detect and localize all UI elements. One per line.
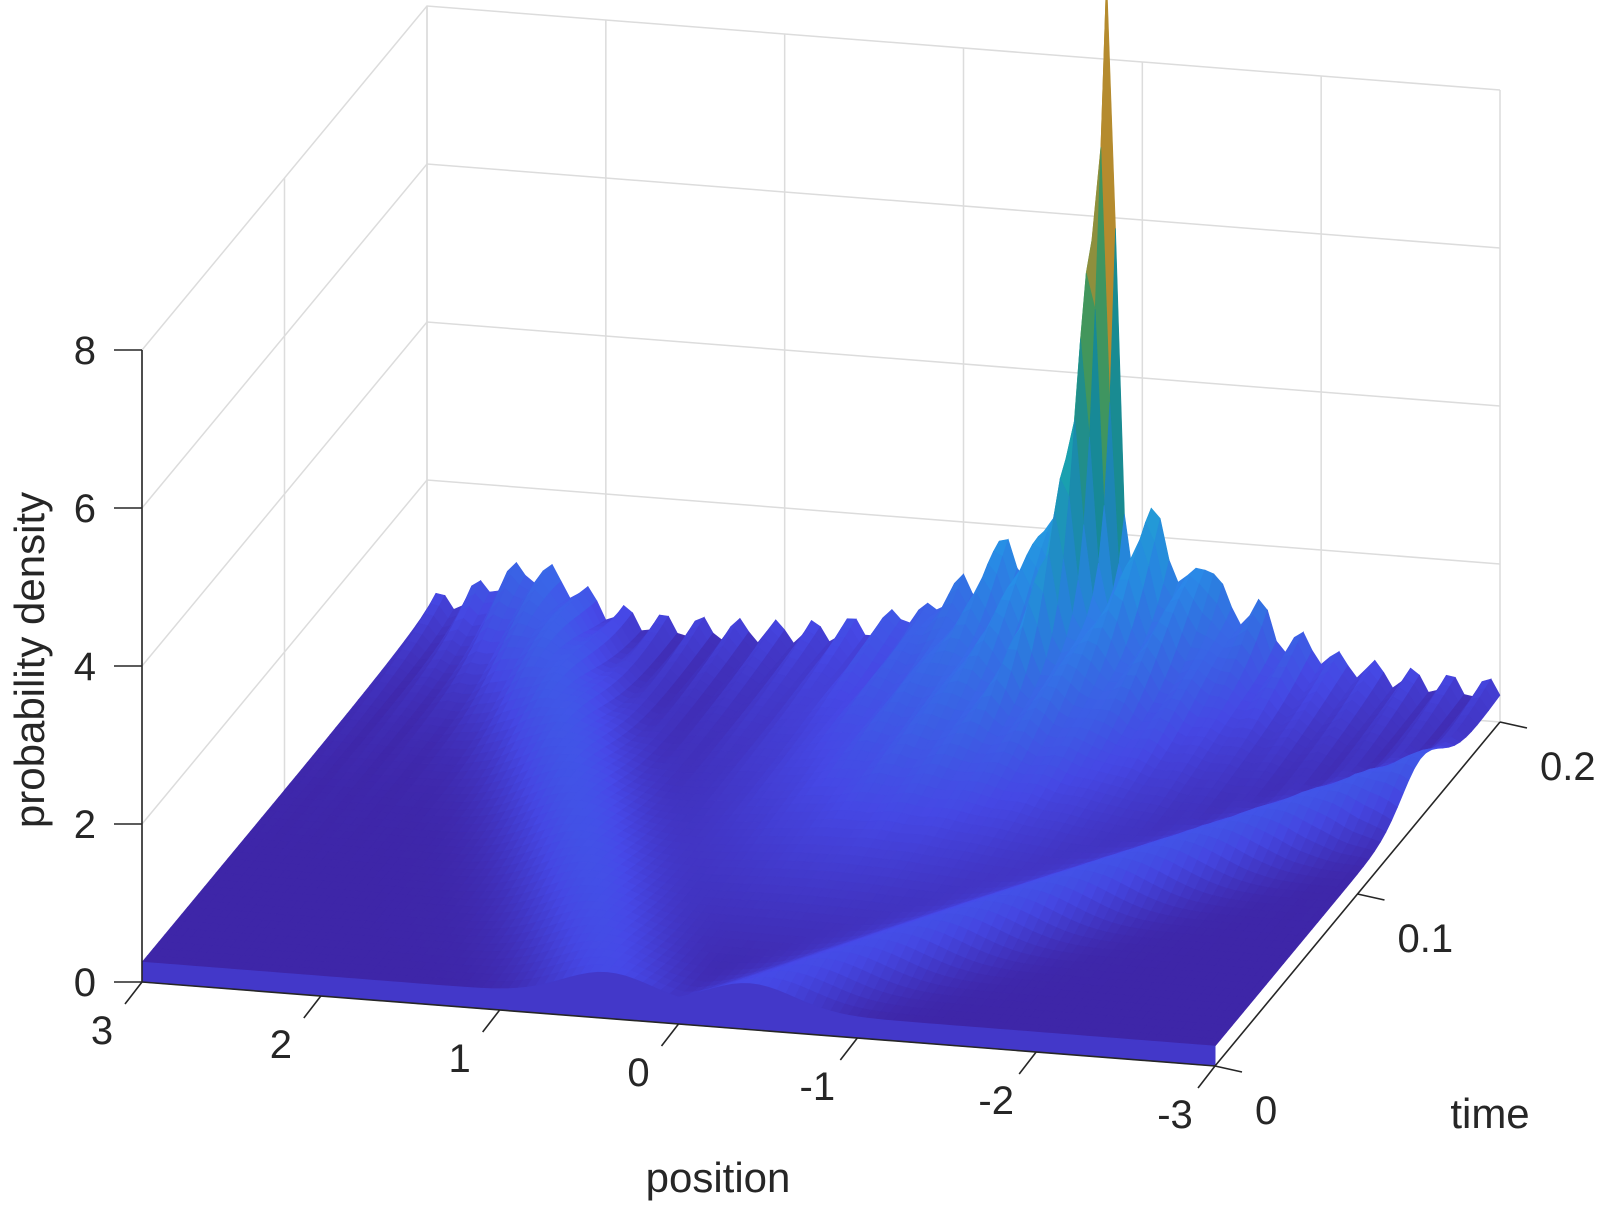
- x-tick-label: 3: [91, 1009, 113, 1053]
- y-tick-label: 0.1: [1398, 917, 1454, 961]
- y-tick-label: 0.2: [1540, 745, 1596, 789]
- time-ticks: 0 0.1 0.2: [1214, 721, 1596, 1133]
- x-tick-mark: [660, 1023, 680, 1047]
- x-tick-label: 1: [449, 1037, 471, 1081]
- y-tick-mark: [1214, 1065, 1243, 1073]
- probability-surface: [141, 0, 1501, 1067]
- z-tick-label: 8: [74, 329, 96, 373]
- z-tick-label: 4: [74, 645, 96, 689]
- z-tick-label: 0: [74, 961, 96, 1005]
- z-tick-label: 2: [74, 803, 96, 847]
- x-tick-label: 2: [270, 1023, 292, 1067]
- x-tick-label: -2: [978, 1079, 1014, 1123]
- x-tick-label: -1: [800, 1065, 836, 1109]
- x-tick-label: 0: [627, 1051, 649, 1095]
- x-tick-label: -3: [1157, 1093, 1193, 1137]
- z-tick-label: 6: [74, 487, 96, 531]
- x-tick-mark: [303, 995, 322, 1019]
- x-tick-mark: [482, 1009, 501, 1033]
- z-axis-label: probability density: [6, 492, 53, 828]
- x-tick-mark: [1197, 1065, 1216, 1089]
- x-tick-mark: [124, 981, 143, 1005]
- y-tick-label: 0: [1255, 1089, 1277, 1133]
- x-axis-label: position: [646, 1154, 791, 1201]
- y-tick-mark: [1499, 721, 1528, 729]
- x-tick-mark: [839, 1037, 858, 1061]
- y-tick-mark: [1357, 893, 1385, 901]
- density-ticks: 0 2 4 6 8: [74, 329, 142, 1005]
- x-tick-mark: [1018, 1051, 1037, 1075]
- position-ticks: 3 2 1 0 -1 -2 -3: [91, 981, 1216, 1137]
- y-axis-label: time: [1450, 1090, 1529, 1137]
